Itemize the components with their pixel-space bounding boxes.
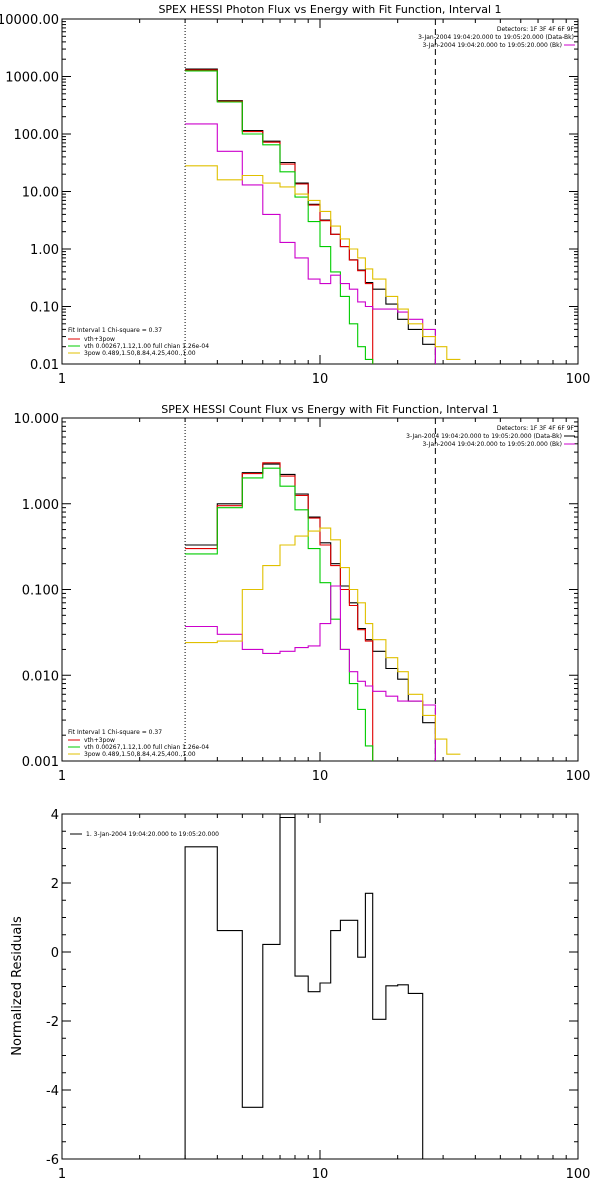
count-flux-header: Detectors: 1F 3F 4F 6F 9F 3-Jan-2004 19:… (406, 425, 575, 448)
count-flux-ytick-label: 0.010 (22, 669, 59, 684)
count-flux-legend-model: vth+3pow (84, 737, 115, 744)
photon-flux-series (185, 68, 461, 364)
count-flux-bk-interval: 3-Jan-2004 19:04:20.000 to 19:05:20.000 … (422, 441, 562, 448)
residuals-ytick-label: -4 (46, 1084, 59, 1099)
count-flux-panel: SPEX HESSI Count Flux vs Energy with Fit… (14, 403, 591, 784)
photon-flux-legend-vth: vth 0.00267,1.12,1.00 full chian 1.26e-0… (84, 343, 209, 350)
photon-flux-ytick-label: 1000.00 (5, 71, 59, 86)
photon-flux-series-line (185, 69, 374, 364)
photon-flux-ytick-label: 10000.00 (0, 13, 59, 28)
photon-flux-legend-model: vth+3pow (84, 336, 115, 343)
residuals-ticks: 1 10 100 -6 -4 -2 0 2 4 (46, 808, 590, 1182)
count-flux-series (185, 462, 461, 761)
photon-flux-xtick-label: 1 (58, 372, 66, 387)
photon-flux-panel: SPEX HESSI Photon Flux vs Energy with Fi… (0, 3, 590, 387)
photon-flux-title: SPEX HESSI Photon Flux vs Energy with Fi… (158, 3, 501, 16)
residuals-series (184, 816, 424, 1159)
photon-flux-series-line (185, 68, 436, 364)
residuals-ytick-label: 2 (51, 877, 59, 892)
photon-flux-xtick-label: 100 (566, 372, 591, 387)
count-flux-ytick-label: 0.100 (22, 584, 59, 599)
photon-flux-ticks: 1 10 100 0.01 0.10 1.00 10.00 100.00 1000.00 1000… (0, 13, 590, 387)
count-flux-xtick-label: 10 (312, 769, 329, 784)
count-flux-series-line (185, 463, 436, 761)
residuals-ytick-label: 4 (51, 808, 59, 823)
residuals-xtick-label: 100 (566, 1167, 591, 1182)
count-flux-legend-fit: Fit Interval 1 Chi-square = 0.37 (68, 729, 162, 736)
count-flux-series-line (185, 585, 436, 761)
residuals-y-axis-label: Normalized Residuals (10, 916, 25, 1056)
residuals-xtick-label: 1 (58, 1167, 66, 1182)
residuals-ytick-label: -6 (46, 1153, 59, 1168)
residuals-panel: 1 10 100 -6 -4 -2 0 2 4 Normalized Residuals 1. … (10, 808, 590, 1182)
residuals-series-line (184, 816, 424, 1159)
count-flux-xtick-label: 100 (566, 769, 591, 784)
count-flux-detectors: Detectors: 1F 3F 4F 6F 9F (497, 425, 575, 432)
residuals-xtick-label: 10 (312, 1167, 329, 1182)
photon-flux-xtick-label: 10 (312, 372, 329, 387)
count-flux-title: SPEX HESSI Count Flux vs Energy with Fit… (161, 403, 498, 416)
count-flux-ytick-label: 10.000 (14, 412, 60, 427)
count-flux-ytick-label: 1.000 (22, 498, 59, 513)
photon-flux-ytick-label: 100.00 (14, 128, 60, 143)
count-flux-series-line (185, 462, 374, 761)
photon-flux-legend-fit: Fit Interval 1 Chi-square = 0.37 (68, 327, 162, 334)
photon-flux-series-line (185, 70, 374, 364)
count-flux-xtick-label: 1 (58, 769, 66, 784)
photon-flux-ytick-label: 0.01 (30, 358, 59, 373)
count-flux-plot-frame (61, 417, 579, 762)
count-flux-series-line (185, 527, 461, 755)
photon-flux-legend: Fit Interval 1 Chi-square = 0.37 vth+3po… (68, 327, 209, 357)
photon-flux-ytick-label: 0.10 (30, 301, 59, 316)
count-flux-ytick-label: 0.001 (22, 755, 59, 770)
photon-flux-detectors: Detectors: 1F 3F 4F 6F 9F (497, 26, 575, 33)
photon-flux-legend-3pow: 3pow 0.489,1.50,8.84,4.25,400.,1.00 (84, 350, 196, 357)
count-flux-range-markers (184, 418, 436, 761)
photon-flux-range-markers (184, 19, 436, 364)
photon-flux-series-line (185, 123, 436, 364)
count-flux-legend: Fit Interval 1 Chi-square = 0.37 vth+3po… (68, 729, 209, 758)
photon-flux-series-line (185, 165, 461, 360)
photon-flux-plot-frame (61, 18, 579, 365)
photon-flux-data-interval: 3-Jan-2004 19:04:20.000 to 19:05:20.000 … (418, 34, 574, 41)
count-flux-legend-vth: vth 0.00267,1.12,1.00 full chian 1.26e-0… (84, 744, 209, 751)
count-flux-ticks: 1 10 100 0.001 0.010 0.100 1.000 10.000 (14, 412, 591, 784)
residuals-legend: 1. 3-Jan-2004 19:04:20.000 to 19:05:20.0… (70, 831, 219, 838)
count-flux-legend-3pow: 3pow 0.489,1.50,8.84,4.25,400.,1.00 (84, 751, 196, 758)
residuals-ytick-label: 0 (51, 946, 59, 961)
residuals-ytick-label: -2 (46, 1015, 59, 1030)
photon-flux-header: Detectors: 1F 3F 4F 6F 9F 3-Jan-2004 19:… (418, 26, 575, 49)
residuals-legend-label: 1. 3-Jan-2004 19:04:20.000 to 19:05:20.0… (86, 831, 219, 838)
photon-flux-ytick-label: 10.00 (22, 186, 59, 201)
photon-flux-ytick-label: 1.00 (30, 243, 59, 258)
photon-flux-bk-interval: 3-Jan-2004 19:04:20.000 to 19:05:20.000 … (422, 42, 562, 49)
count-flux-data-interval: 3-Jan-2004 19:04:20.000 to 19:05:20.000 … (406, 433, 562, 440)
count-flux-series-line (185, 467, 374, 761)
